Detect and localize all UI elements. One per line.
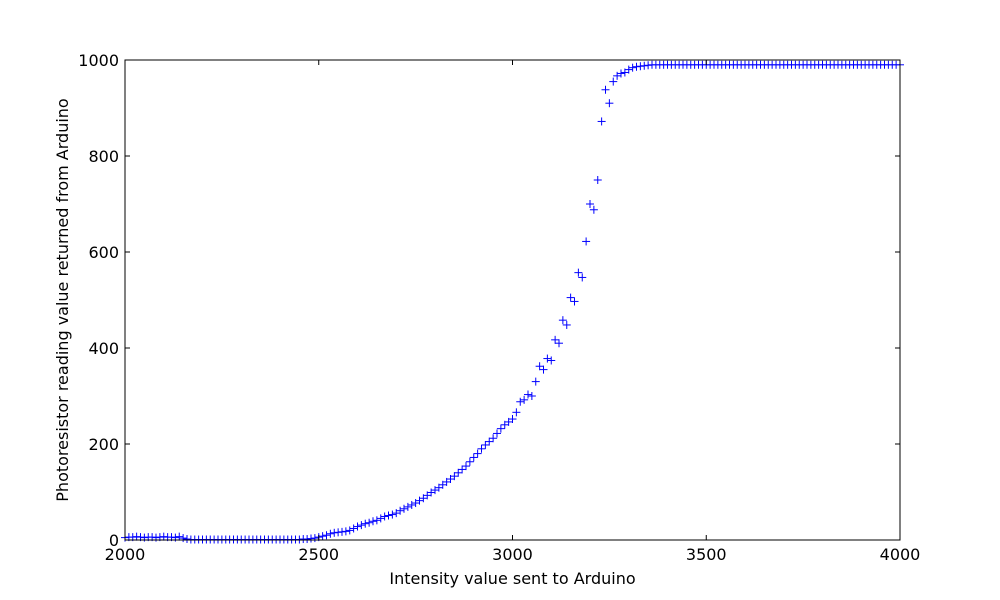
data-point-marker <box>551 335 560 344</box>
y-tick-label: 0 <box>109 531 119 550</box>
data-point-marker <box>574 268 583 277</box>
data-point-marker <box>310 534 319 543</box>
data-point-marker <box>558 316 567 325</box>
x-axis-label: Intensity value sent to Arduino <box>389 569 635 588</box>
data-point-marker <box>547 356 556 365</box>
data-point-marker <box>372 516 381 525</box>
data-point-marker <box>555 339 563 348</box>
data-point-marker <box>361 519 370 528</box>
data-point-marker <box>609 77 618 86</box>
y-tick-label: 400 <box>88 339 119 358</box>
y-tick-label: 200 <box>88 435 119 454</box>
data-point-marker <box>531 377 540 386</box>
data-point-marker <box>349 524 358 533</box>
x-tick-label: 3000 <box>492 545 533 564</box>
data-point-marker <box>179 534 188 543</box>
x-tick-label: 4000 <box>880 545 921 564</box>
data-point-marker <box>566 293 575 302</box>
x-tick-label: 3500 <box>686 545 727 564</box>
data-point-marker <box>380 512 389 521</box>
data-point-marker <box>512 408 521 417</box>
data-point-marker <box>454 468 463 477</box>
data-point-marker <box>605 99 614 108</box>
data-point-marker <box>578 273 587 282</box>
data-point-marker <box>481 440 490 449</box>
data-point-marker <box>403 502 412 511</box>
data-point-marker <box>496 424 505 433</box>
data-point-marker <box>326 529 335 538</box>
data-point-marker <box>353 522 362 531</box>
data-point-marker <box>601 85 610 94</box>
data-point-marker <box>345 526 354 535</box>
data-point-marker <box>516 397 525 406</box>
y-tick-label: 600 <box>88 243 119 262</box>
data-point-marker <box>493 429 501 438</box>
data-point-marker <box>562 320 571 329</box>
y-tick-label: 1000 <box>78 51 119 70</box>
data-point-marker <box>589 205 598 214</box>
data-point-marker <box>520 395 529 404</box>
data-point-marker <box>628 63 637 72</box>
data-point-marker <box>318 532 327 541</box>
data-point-marker <box>586 200 594 208</box>
data-point-marker <box>341 527 350 536</box>
data-point-marker <box>407 500 416 509</box>
data-point-marker <box>388 510 397 519</box>
data-point-marker <box>450 472 459 481</box>
data-point-marker <box>539 365 548 374</box>
data-point-marker <box>593 176 602 184</box>
data-point-marker <box>365 518 374 527</box>
data-point-marker <box>384 511 393 520</box>
data-point-marker <box>624 65 633 74</box>
x-tick-label: 2000 <box>105 545 146 564</box>
data-point-marker <box>473 449 482 458</box>
data-point-marker <box>597 117 606 126</box>
data-point-marker <box>376 514 385 523</box>
plot-area-frame <box>124 59 901 541</box>
data-point-marker <box>508 415 517 424</box>
data-point-marker <box>462 462 470 471</box>
data-points <box>121 60 904 544</box>
data-point-marker <box>582 237 591 246</box>
data-point-marker <box>477 444 486 453</box>
x-tick-label: 2500 <box>298 545 339 564</box>
data-point-marker <box>465 457 474 466</box>
data-point-marker <box>369 517 377 526</box>
data-point-marker <box>175 532 184 541</box>
y-axis-label: Photoresistor reading value returned fro… <box>53 98 72 501</box>
data-point-marker <box>469 453 478 462</box>
data-point-marker <box>489 434 498 443</box>
data-point-marker <box>524 390 532 399</box>
y-tick-label: 800 <box>88 147 119 166</box>
data-point-marker <box>400 504 408 513</box>
data-point-marker <box>527 392 536 400</box>
data-point-marker <box>322 531 331 540</box>
data-point-marker <box>458 465 467 474</box>
data-point-marker <box>485 437 494 446</box>
data-point-marker <box>543 354 552 363</box>
data-point-marker <box>535 362 544 371</box>
data-point-marker <box>357 521 366 530</box>
data-point-marker <box>396 506 405 515</box>
data-point-marker <box>570 297 579 306</box>
data-point-marker <box>617 69 625 78</box>
